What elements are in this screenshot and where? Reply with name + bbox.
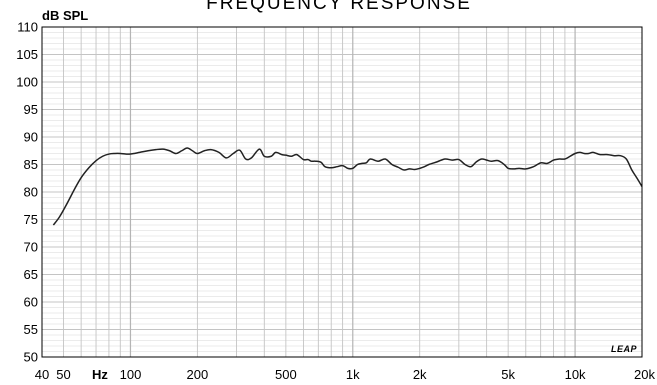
y-tick-label: 80 — [24, 185, 38, 200]
y-tick-label: 110 — [17, 20, 38, 35]
y-tick-label: 85 — [24, 157, 38, 172]
x-axis-title: Hz — [92, 367, 108, 382]
plot-frame — [41, 26, 643, 358]
x-tick-label: 50 — [56, 367, 70, 382]
x-tick-label: 200 — [187, 367, 209, 382]
series-group — [52, 147, 643, 226]
x-tick-label: 2k — [413, 367, 427, 382]
y-axis-title: dB SPL — [42, 8, 88, 23]
x-tick-label: 1k — [346, 367, 360, 382]
x-tick-label: 40 — [35, 367, 49, 382]
grid — [42, 27, 642, 357]
y-tick-label: 50 — [24, 350, 38, 365]
y-tick-label: 70 — [24, 240, 38, 255]
y-tick-label: 90 — [24, 130, 38, 145]
x-tick-labels: 40 50 100 200 500 1k 2k 5k 10k 20k — [35, 367, 656, 382]
y-tick-label: 60 — [24, 295, 38, 310]
y-tick-label: 100 — [16, 75, 38, 90]
y-tick-label: 55 — [24, 322, 38, 337]
x-tick-label: 10k — [565, 367, 586, 382]
y-tick-label: 105 — [16, 47, 38, 62]
x-tick-label: 500 — [275, 367, 297, 382]
chart-title: FREQUENCY RESPONSE — [206, 0, 472, 14]
x-tick-label: 5k — [501, 367, 515, 382]
series-line — [52, 147, 643, 226]
y-tick-label: 95 — [24, 102, 38, 117]
x-tick-label: 100 — [120, 367, 142, 382]
x-tick-label: 20k — [634, 367, 655, 382]
y-tick-labels: 50 55 60 65 70 75 80 85 90 95 100 105 110 — [16, 20, 38, 365]
y-tick-label: 75 — [24, 212, 38, 227]
y-tick-label: 65 — [24, 267, 38, 282]
leap-logo: LEAP — [611, 344, 638, 354]
